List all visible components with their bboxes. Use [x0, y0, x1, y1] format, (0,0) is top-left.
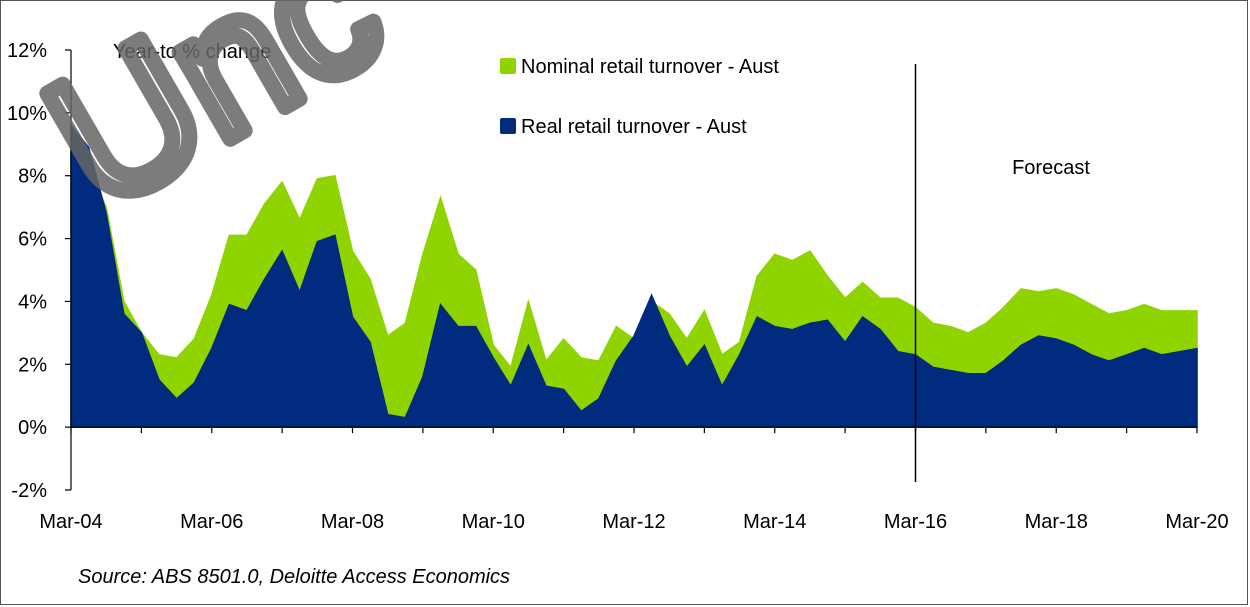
x-tick-label: Mar-16: [884, 511, 947, 533]
legend-label: Nominal retail turnover - Aust: [521, 56, 779, 78]
legend-label: Real retail turnover - Aust: [521, 116, 747, 138]
y-tick-label: 6%: [18, 229, 47, 251]
y-tick-label: 2%: [18, 354, 47, 376]
x-tick-label: Mar-18: [1025, 511, 1088, 533]
x-tick-label: Mar-06: [180, 511, 243, 533]
y-tick-label: 8%: [18, 166, 47, 188]
y-axis-title: Year-to % change: [113, 41, 271, 63]
chart-axes: -2% 0% 2% 4% 6% 8% 10% 12% Mar-04 Mar-06 Mar-08 Mar…: [7, 40, 1229, 533]
x-tick-label: Mar-10: [462, 511, 525, 533]
series-area-real: [70, 123, 1198, 428]
x-tick-label: Mar-08: [321, 511, 384, 533]
y-tick-label: 10%: [7, 103, 47, 125]
chart-labels: Year-to % change: [113, 41, 271, 63]
x-tick-label: Mar-12: [602, 511, 665, 533]
y-tick-label: 12%: [7, 40, 47, 62]
chart-legend: Nominal retail turnover - Aust Real retai…: [500, 56, 779, 138]
forecast-label: Forecast: [1012, 157, 1090, 179]
y-tick-label: 0%: [18, 417, 47, 439]
x-tick-label: Mar-20: [1165, 511, 1228, 533]
forecast-marker: Forecast: [914, 64, 1090, 482]
legend-swatch: [500, 58, 516, 74]
legend-swatch: [500, 118, 516, 134]
source-note: Source: ABS 8501.0, Deloitte Access Econ…: [78, 566, 511, 588]
x-tick-label: Mar-14: [743, 511, 806, 533]
y-tick-label: 4%: [18, 291, 47, 313]
x-tick-label: Mar-04: [39, 511, 102, 533]
y-tick-label: -2%: [11, 480, 47, 502]
